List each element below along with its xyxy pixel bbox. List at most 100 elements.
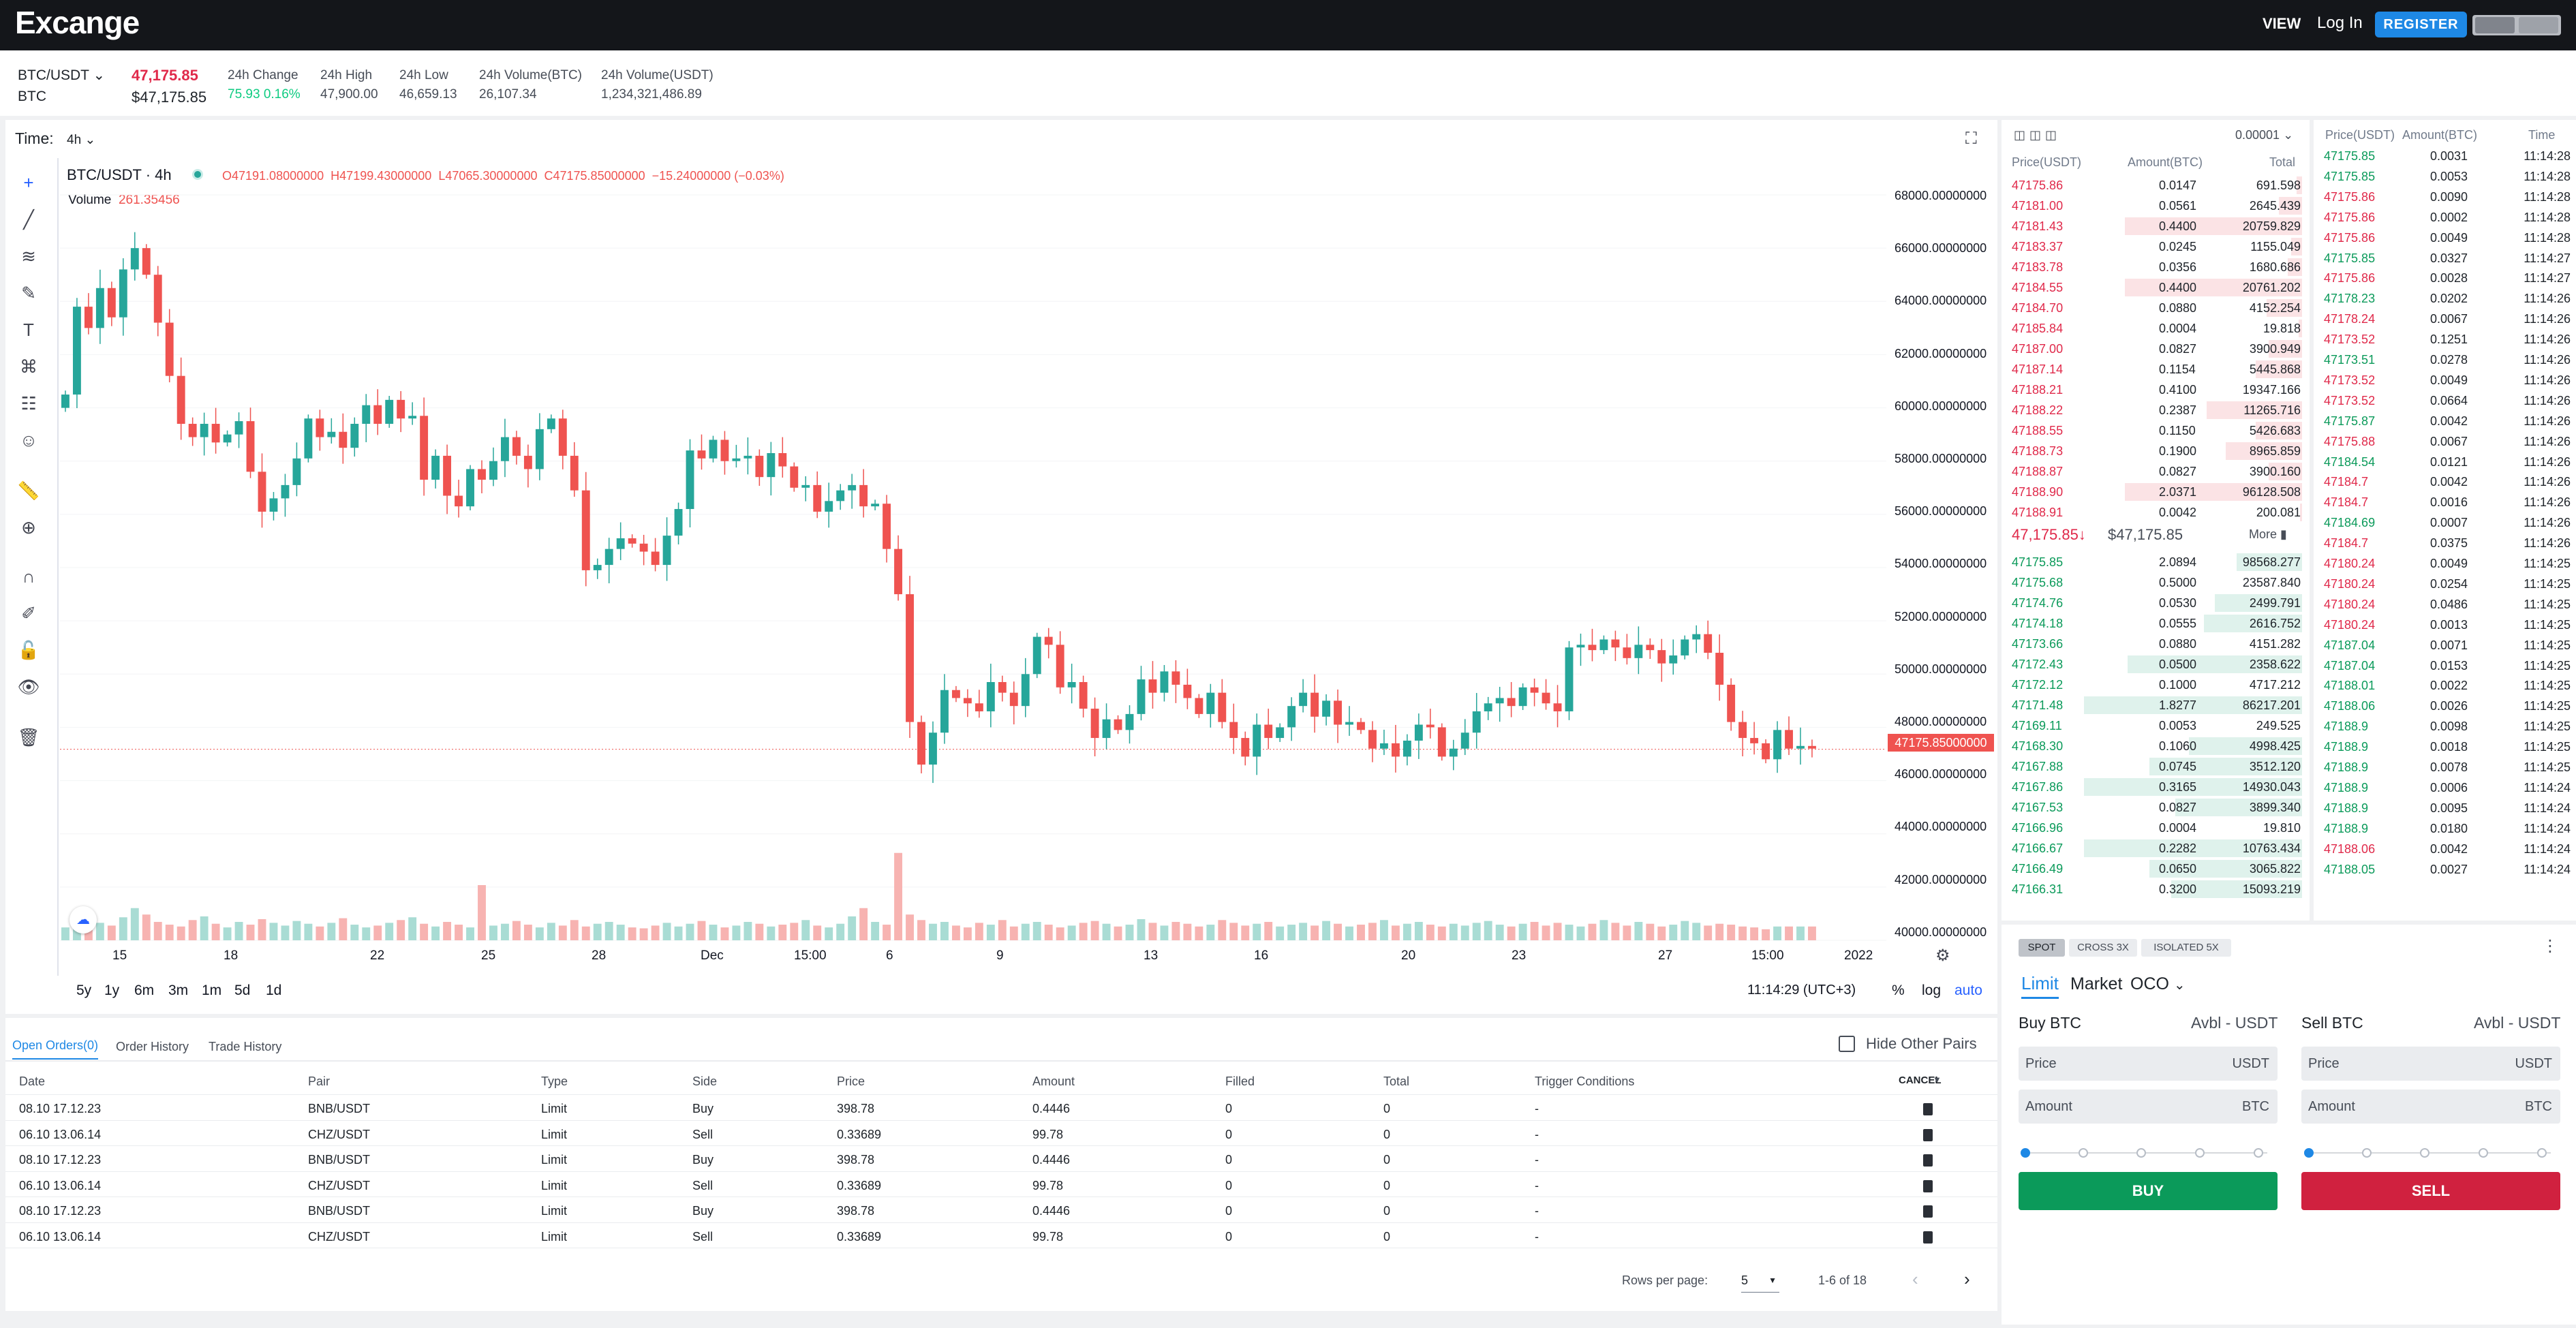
pair-selector[interactable]: BTC/USDT ⌄	[18, 67, 105, 84]
orderbook-bid-row[interactable]: 47166.49 0.0650 3065.822	[2010, 859, 2302, 879]
candle[interactable]	[1079, 675, 1088, 717]
candle[interactable]	[732, 444, 741, 468]
candle[interactable]	[1241, 731, 1250, 766]
candle[interactable]	[130, 232, 139, 281]
crosshair-icon[interactable]: +	[23, 172, 34, 193]
buy-slider-dot[interactable]	[2136, 1148, 2146, 1158]
sell-slider[interactable]	[2309, 1152, 2551, 1154]
candle[interactable]	[547, 414, 555, 433]
candle[interactable]	[1542, 679, 1550, 710]
candle[interactable]	[1345, 706, 1353, 736]
candle[interactable]	[1460, 719, 1469, 756]
prev-page-icon[interactable]: ‹	[1912, 1269, 1918, 1289]
orderbook-ask-row[interactable]: 47183.78 0.0356 1680.686	[2010, 257, 2302, 277]
candle[interactable]	[431, 449, 440, 489]
candle[interactable]	[662, 517, 671, 581]
order-type-market[interactable]: Market	[2070, 974, 2123, 993]
candle[interactable]	[1067, 664, 1076, 704]
candle[interactable]	[825, 482, 833, 528]
candle[interactable]	[697, 434, 706, 470]
zoom-in-icon[interactable]: ⊕	[21, 517, 36, 538]
candle[interactable]	[489, 447, 497, 487]
fib-icon[interactable]: ≋	[21, 246, 36, 266]
candle[interactable]	[350, 417, 359, 457]
candle[interactable]	[1669, 639, 1678, 675]
orderbook-ask-row[interactable]: 47188.87 0.0827 3900.160	[2010, 461, 2302, 482]
candle[interactable]	[801, 476, 810, 501]
chart-area[interactable]	[57, 158, 1993, 976]
orderbook-ask-row[interactable]: 47188.91 0.0042 200.081	[2010, 502, 2302, 523]
logo[interactable]: Excange	[15, 5, 140, 40]
candle[interactable]	[72, 298, 81, 408]
orderbook-bid-row[interactable]: 47172.43 0.0500 2358.622	[2010, 654, 2302, 675]
candle[interactable]	[1704, 620, 1713, 660]
candle[interactable]	[1426, 709, 1435, 739]
candle[interactable]	[813, 471, 822, 519]
candle[interactable]	[906, 576, 914, 739]
orderbook-ask-row[interactable]: 47188.21 0.4100 19347.166	[2010, 380, 2302, 400]
candle[interactable]	[1090, 697, 1099, 757]
candle[interactable]	[84, 293, 93, 335]
range-button-5d[interactable]: 5d	[234, 983, 251, 998]
precision-selector[interactable]: 0.00001 ⌄	[2235, 128, 2294, 142]
candle[interactable]	[211, 407, 220, 454]
chevron-down-icon[interactable]: ▼	[1933, 1075, 1942, 1085]
candle[interactable]	[1565, 640, 1574, 720]
candle[interactable]	[1218, 679, 1227, 728]
orderbook-view-icons[interactable]: ◫◫◫	[2014, 128, 2061, 142]
candle[interactable]	[95, 269, 104, 344]
candle[interactable]	[512, 431, 521, 465]
ruler-icon[interactable]: 📏	[17, 480, 40, 501]
order-type-limit[interactable]: Limit	[2021, 973, 2059, 999]
candle[interactable]	[1484, 696, 1492, 720]
candle[interactable]	[362, 394, 371, 442]
orderbook-ask-row[interactable]: 47187.00 0.0827 3900.949	[2010, 339, 2302, 359]
orderbook-bid-row[interactable]: 47166.67 0.2282 10763.434	[2010, 838, 2302, 859]
candle[interactable]	[258, 453, 266, 528]
candle[interactable]	[385, 395, 394, 428]
candle[interactable]	[1623, 634, 1631, 665]
candle[interactable]	[1692, 625, 1701, 653]
candle[interactable]	[1611, 630, 1620, 662]
more-options-icon[interactable]: ⋮	[2542, 937, 2558, 955]
buy-slider-dot[interactable]	[2021, 1148, 2030, 1158]
delete-order-icon[interactable]	[1923, 1179, 1933, 1192]
candle[interactable]	[639, 534, 648, 566]
candle[interactable]	[1657, 638, 1666, 682]
candle[interactable]	[316, 410, 324, 451]
candle[interactable]	[929, 721, 937, 784]
range-button-1d[interactable]: 1d	[266, 983, 282, 998]
candle[interactable]	[1449, 739, 1458, 771]
candle[interactable]	[1044, 628, 1053, 659]
candle[interactable]	[327, 418, 336, 444]
candle[interactable]	[1125, 705, 1134, 744]
candle[interactable]	[1414, 713, 1423, 759]
candle[interactable]	[975, 690, 983, 718]
candle[interactable]	[523, 444, 532, 488]
dark-mode-icon[interactable]	[2475, 17, 2515, 33]
prediction-icon[interactable]: ☷	[20, 393, 37, 414]
candle[interactable]	[616, 522, 625, 561]
candle[interactable]	[119, 258, 127, 336]
sell-price-input[interactable]: Price USDT	[2301, 1047, 2560, 1081]
candle[interactable]	[234, 412, 243, 448]
delete-order-icon[interactable]	[1923, 1103, 1933, 1115]
candle[interactable]	[767, 442, 776, 496]
candle[interactable]	[1391, 724, 1400, 773]
interval-selector[interactable]: 4h ⌄	[67, 132, 95, 148]
orderbook-bid-row[interactable]: 47169.11 0.0053 249.525	[2010, 715, 2302, 736]
candle[interactable]	[61, 390, 70, 412]
sell-slider-dot[interactable]	[2537, 1148, 2547, 1158]
candle[interactable]	[466, 465, 474, 510]
tab-order-history[interactable]: Order History	[116, 1040, 189, 1053]
candle[interactable]	[790, 462, 799, 492]
candle[interactable]	[1518, 683, 1527, 711]
candle[interactable]	[246, 407, 255, 478]
candle[interactable]	[998, 675, 1007, 702]
orderbook-ask-row[interactable]: 47181.00 0.0561 2645.439	[2010, 196, 2302, 216]
candle[interactable]	[1750, 722, 1759, 755]
emoji-icon[interactable]: ☺	[19, 430, 38, 450]
candle[interactable]	[894, 535, 902, 601]
candle[interactable]	[281, 474, 290, 517]
tab-cross[interactable]: CROSS 3X	[2069, 939, 2137, 957]
